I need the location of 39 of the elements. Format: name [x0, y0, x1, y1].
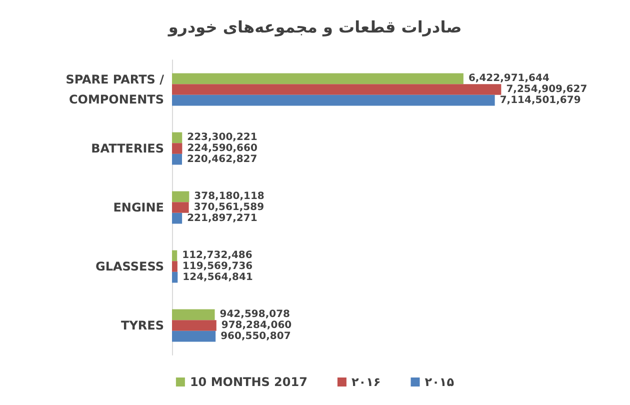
data-label: 220,462,827 [187, 154, 258, 165]
bar [172, 202, 189, 213]
bar [172, 272, 178, 283]
bar [172, 94, 495, 106]
y-tick-label: TYRES [121, 318, 164, 332]
bar [172, 330, 216, 342]
legend-label: ۲۰۱۵ [424, 375, 454, 389]
data-label: 223,300,221 [187, 132, 258, 144]
data-label: 7,114,501,679 [500, 94, 581, 106]
legend-label: ۲۰۱۶ [351, 375, 381, 389]
data-label: 978,284,060 [221, 320, 292, 331]
data-label: 378,180,118 [194, 191, 264, 202]
y-tick-label: GLASSESS [96, 260, 164, 274]
bar [172, 320, 216, 331]
bar [172, 154, 182, 165]
data-label: 6,422,971,644 [468, 73, 550, 84]
legend-label: 10 MONTHS 2017 [190, 375, 308, 389]
bar [172, 73, 464, 84]
bar [172, 309, 215, 320]
bar [172, 132, 182, 144]
bar [172, 143, 182, 154]
data-label: 124,564,841 [182, 272, 253, 283]
bar [172, 212, 182, 224]
bar [172, 261, 178, 272]
bar [172, 84, 502, 95]
data-label: 942,598,078 [220, 309, 290, 320]
bar [172, 250, 178, 262]
data-label: 224,590,660 [187, 143, 258, 154]
data-label: 221,897,271 [187, 212, 258, 224]
y-tick-label: SPARE PARTS / COMPONENTS [66, 72, 165, 106]
chart-title: صادرات قطعات و مجموعه‌های خودرو [167, 18, 462, 36]
data-label: 7,254,909,627 [506, 84, 588, 95]
y-tick-label: BATTERIES [91, 142, 164, 156]
data-label: 370,561,589 [194, 202, 264, 213]
data-label: 112,732,486 [182, 250, 252, 262]
y-tick-label: ENGINE [113, 200, 164, 214]
bar [172, 191, 190, 202]
data-label: 960,550,807 [220, 330, 291, 342]
data-label: 119,569,736 [182, 261, 253, 272]
